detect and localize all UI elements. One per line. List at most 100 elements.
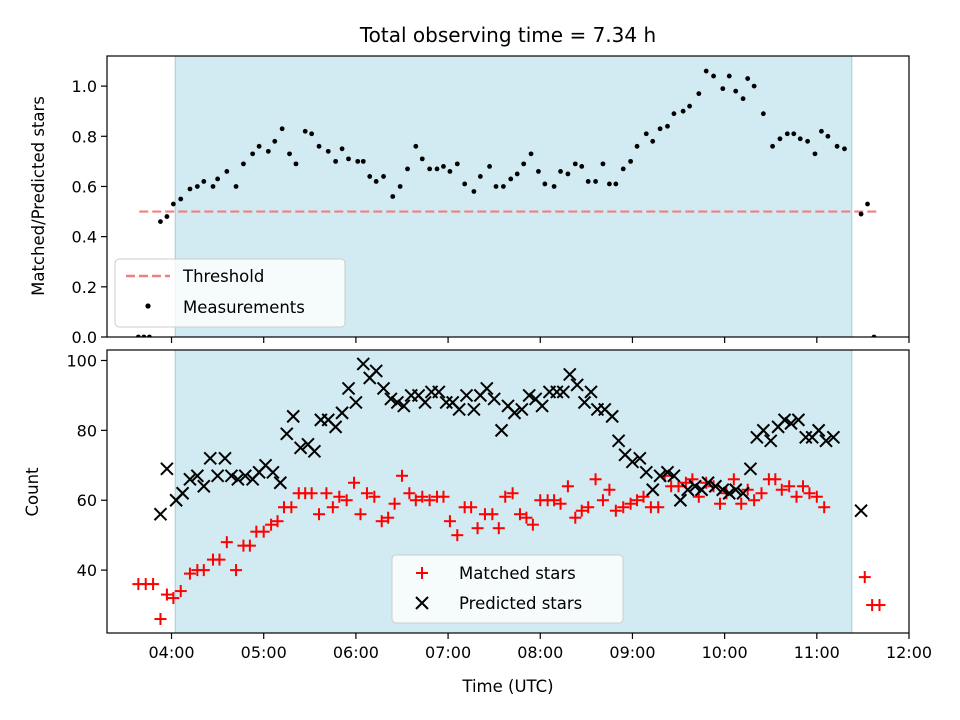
matched-star-point	[416, 490, 429, 503]
predicted-star-point	[175, 486, 190, 500]
bottom-legend-box	[391, 554, 624, 624]
top-axis-ticks: 0.0 0.2 0.4 0.6 0.8 1.0	[72, 77, 910, 347]
predicted-star-point	[799, 430, 813, 445]
legend-matched-label: Matched stars	[459, 564, 576, 583]
measurement-point	[462, 181, 468, 187]
predicted-star-point	[328, 420, 343, 434]
matched-star-point	[183, 567, 196, 580]
matched-star-point	[382, 511, 395, 524]
measurement-point	[551, 184, 557, 189]
matched-star-point	[589, 473, 602, 486]
predicted-star-point	[736, 486, 750, 500]
predicted-star-point	[384, 392, 398, 406]
measurement-point	[178, 196, 184, 202]
legend-predicted-swatch	[415, 596, 429, 610]
legend-measurements-swatch	[145, 303, 151, 309]
predicted-star-point	[390, 395, 405, 410]
measurement-point	[521, 161, 527, 167]
measurement-point	[643, 131, 649, 137]
predicted-star-point	[826, 430, 841, 445]
matched-star-point	[582, 501, 595, 514]
measurement-point	[427, 166, 433, 172]
measurement-point	[293, 161, 299, 167]
top-legend: Threshold Measurements	[114, 258, 346, 328]
predicted-star-point	[480, 381, 494, 396]
measurement-point	[434, 166, 440, 172]
measurement-point	[493, 184, 499, 189]
measurement-point	[158, 219, 163, 224]
predicted-star-point	[584, 385, 598, 399]
measurement-point	[558, 169, 563, 174]
measurement-point	[241, 161, 246, 167]
measurement-point	[791, 131, 797, 137]
y-tick-label: 0.8	[72, 127, 97, 146]
matched-star-point	[631, 494, 644, 507]
matched-star-point	[672, 480, 685, 493]
matched-star-point	[617, 501, 630, 514]
predicted-star-point	[293, 441, 308, 455]
measurement-point	[170, 201, 176, 207]
predicted-star-point	[764, 434, 778, 448]
measurement-point	[613, 181, 619, 187]
matched-star-point	[796, 480, 809, 493]
predicted-star-point	[349, 395, 363, 410]
predicted-star-point	[535, 399, 549, 413]
predicted-star-point	[280, 427, 294, 441]
predicted-star-point	[356, 357, 370, 371]
measurement-point	[585, 179, 591, 184]
matched-star-point	[257, 525, 270, 538]
predicted-star-point	[452, 402, 466, 417]
predicted-star-point	[224, 469, 239, 483]
predicted-star-point	[153, 507, 168, 521]
matched-star-point	[403, 487, 416, 500]
matched-star-point	[409, 494, 422, 507]
matched-star-point	[443, 515, 456, 528]
predicted-star-point	[397, 399, 411, 413]
matched-star-point	[333, 490, 346, 503]
matched-star-point	[561, 480, 574, 493]
predicted-star-point	[550, 385, 564, 399]
matched-star-point	[700, 476, 713, 489]
matched-star-point	[506, 487, 519, 500]
x-tick-label: 10:00	[702, 643, 748, 662]
predicted-star-point	[507, 406, 522, 420]
matched-star-point	[271, 515, 284, 528]
legend-measurements-label: Measurements	[183, 298, 305, 317]
measurement-point	[579, 163, 585, 169]
legend-predicted-label: Predicted stars	[459, 594, 582, 613]
matched-star-point	[348, 476, 361, 489]
y-tick-label: 60	[77, 491, 97, 510]
predicted-star-point	[203, 451, 217, 466]
predicted-star-point	[784, 416, 798, 431]
predicted-star-point	[273, 476, 288, 490]
predicted-star-point	[743, 462, 758, 476]
predicted-star-point	[681, 483, 695, 497]
measurement-point	[514, 171, 520, 177]
measurement-point	[760, 111, 766, 117]
predicted-star-point	[467, 402, 481, 417]
matched-star-point	[652, 501, 665, 514]
predicted-star-point	[667, 469, 681, 483]
legend-threshold-label: Threshold	[182, 267, 264, 286]
bottom-data-marks	[132, 357, 886, 626]
measurement-point	[405, 166, 410, 172]
matched-star-point	[858, 571, 871, 584]
predicted-star-point	[439, 395, 453, 410]
y-tick-label: 0.6	[72, 177, 97, 196]
matched-star-point	[548, 494, 561, 507]
predicted-star-point	[335, 406, 349, 420]
matched-star-point	[375, 515, 388, 528]
measurement-point	[687, 103, 693, 109]
measurement-point	[720, 86, 726, 92]
predicted-star-point	[494, 423, 509, 438]
predicted-star-point	[487, 392, 501, 406]
matched-star-point	[423, 494, 436, 507]
matched-star-point	[368, 490, 381, 503]
matched-star-point	[783, 480, 796, 493]
measurement-point	[607, 181, 612, 187]
matched-star-point	[775, 483, 788, 496]
predicted-star-point	[459, 388, 474, 403]
matched-star-point	[213, 553, 226, 566]
y-tick-label: 0.2	[72, 278, 97, 297]
